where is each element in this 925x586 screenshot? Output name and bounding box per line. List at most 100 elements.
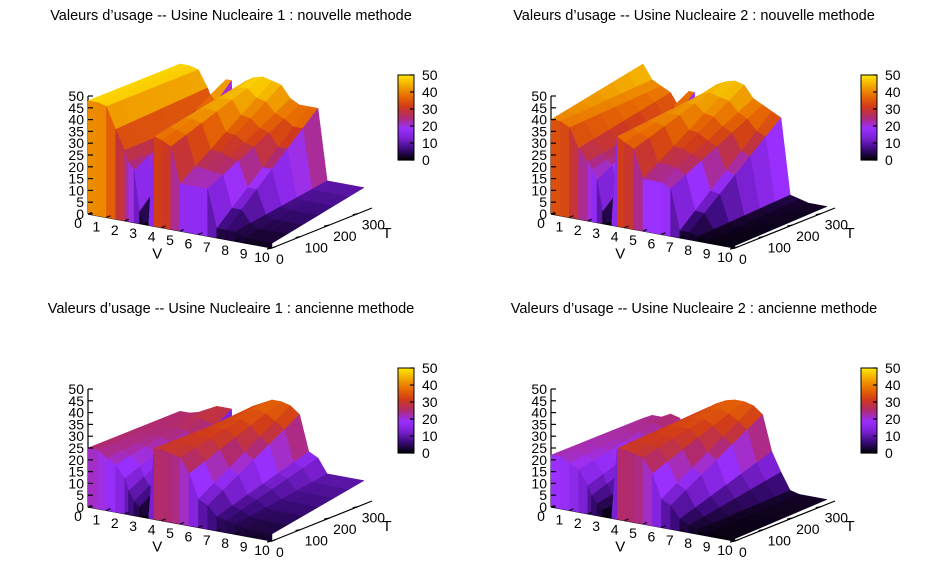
x-tick-mark [605, 515, 611, 518]
surface-wall [253, 239, 273, 249]
y-tick-mark [815, 213, 821, 216]
surface-wall [587, 161, 592, 222]
colorbar-swatch [398, 423, 414, 426]
x-tick-label: 7 [203, 239, 211, 255]
colorbar-swatch [861, 132, 877, 136]
z-tick-label: 5 [76, 194, 84, 210]
colorbar-swatch [398, 385, 414, 388]
z-tick-label: 40 [68, 112, 84, 128]
colorbar-swatch [861, 374, 877, 378]
colorbar-swatch [398, 134, 414, 138]
x-tick-mark [734, 245, 740, 249]
x-tick-label: 3 [592, 518, 600, 534]
x-tick-label: 10 [717, 249, 733, 265]
colorbar-swatch [861, 134, 877, 138]
colorbar-swatch [861, 385, 877, 388]
surface-wall [642, 178, 653, 234]
colorbar-tick-label: 50 [885, 360, 901, 376]
chart-panel-1: Valeurs d’usage -- Usine Nucleaire 1 : n… [0, 0, 462, 293]
z-tick-label: 40 [531, 112, 547, 128]
z-tick-label: 30 [531, 428, 547, 444]
colorbar-swatch [398, 147, 414, 150]
colorbar-swatch [398, 427, 414, 431]
x-tick-label: 4 [148, 229, 156, 245]
x-tick-label: 0 [537, 215, 545, 231]
surface-wall [616, 136, 625, 228]
colorbar-tick-label: 0 [422, 152, 430, 168]
x-tick-mark [106, 508, 111, 511]
colorbar-swatch [398, 425, 414, 429]
colorbar-swatch [861, 130, 877, 133]
colorbar-swatch [861, 106, 877, 110]
surface [550, 63, 828, 249]
surface-wall [87, 447, 98, 510]
colorbar-tick-label: 20 [422, 118, 438, 134]
x-tick-label: 4 [148, 522, 156, 538]
x-tick-mark [271, 538, 277, 542]
colorbar-frame [860, 367, 878, 454]
colorbar-swatch [398, 75, 414, 78]
colorbar-swatch [398, 433, 414, 437]
colorbar-frame [397, 74, 415, 161]
x-axis-label: V [615, 245, 625, 262]
colorbar-swatch [398, 140, 414, 144]
z-tick-label: 40 [531, 405, 547, 421]
colorbar-swatch [398, 382, 414, 386]
colorbar-tick-label: 0 [422, 445, 430, 461]
colorbar-swatch [398, 372, 414, 375]
colorbar-swatch [861, 79, 877, 82]
colorbar-swatch [398, 402, 414, 405]
colorbar-swatch [861, 89, 877, 93]
surface-wall [161, 139, 172, 230]
colorbar-swatch [398, 130, 414, 133]
y-tick-label: 200 [796, 521, 820, 537]
x-tick-label: 0 [74, 508, 82, 524]
z-tick-label: 5 [76, 487, 84, 503]
colorbar-swatch [398, 77, 414, 80]
colorbar-swatch [398, 132, 414, 136]
colorbar-swatch [398, 94, 414, 97]
surface-wall [128, 161, 135, 223]
z-tick-label: 45 [68, 393, 84, 409]
colorbar-swatch [861, 448, 877, 452]
x-tick-mark [124, 511, 130, 515]
x-tick-mark [569, 508, 574, 511]
colorbar-swatch [861, 436, 877, 439]
surface-wall [651, 180, 662, 235]
colorbar-swatch [398, 87, 414, 91]
x-tick-mark [234, 532, 240, 535]
x-tick-label: 3 [592, 225, 600, 241]
colorbar-swatch [398, 421, 414, 424]
x-axis-label: V [615, 538, 625, 555]
colorbar-swatch [861, 81, 877, 85]
x-tick-label: 6 [185, 528, 193, 544]
x-tick-mark [624, 225, 629, 229]
colorbar-tick-label: 10 [885, 428, 901, 444]
z-tick-label: 20 [68, 159, 84, 175]
x-tick-mark [661, 232, 666, 235]
colorbar-swatch [861, 442, 877, 446]
x-tick-mark [716, 242, 721, 246]
colorbar-tick-label: 10 [885, 135, 901, 151]
y-tick-label: 0 [276, 544, 284, 560]
colorbar-swatch [861, 410, 877, 414]
x-axis-label: V [152, 245, 162, 262]
z-tick-label: 0 [76, 499, 84, 515]
y-axis-label: T [845, 225, 854, 242]
x-tick-label: 8 [684, 242, 692, 258]
z-tick-label: 0 [539, 499, 547, 515]
colorbar-swatch [398, 121, 414, 125]
surface-wall [161, 449, 172, 523]
colorbar-swatch [861, 397, 877, 401]
x-tick-mark [198, 525, 203, 528]
colorbar-swatch [861, 423, 877, 426]
colorbar-swatch [861, 429, 877, 433]
colorbar-swatch [861, 444, 877, 448]
z-tick-label: 35 [68, 416, 84, 432]
z-tick-label: 10 [68, 475, 84, 491]
z-tick-label: 20 [531, 159, 547, 175]
colorbar-swatch [861, 104, 877, 108]
x-tick-mark [106, 215, 111, 218]
